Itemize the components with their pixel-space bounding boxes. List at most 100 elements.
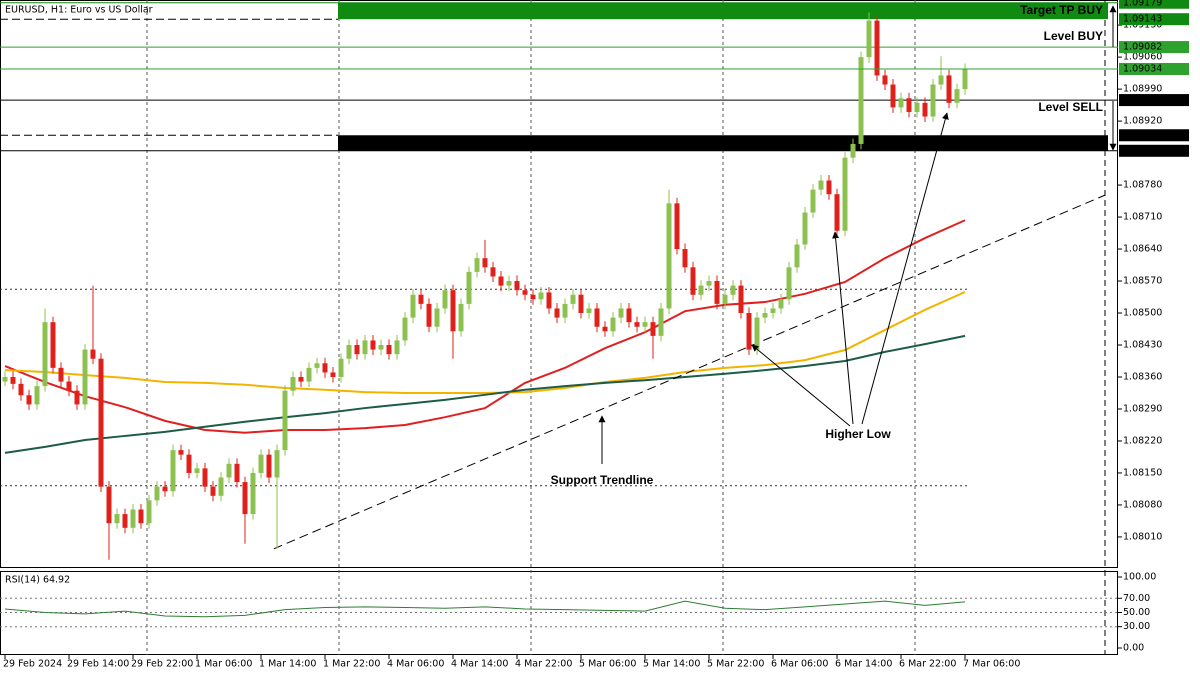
candle-body	[410, 294, 416, 318]
candle-body	[714, 281, 720, 304]
candle-body	[578, 294, 584, 314]
candle-body	[522, 290, 528, 295]
price-box	[1119, 41, 1189, 54]
candle-body	[530, 294, 536, 300]
candle-body	[938, 75, 944, 85]
moving-average	[4, 219, 966, 434]
back-layer	[0, 288, 970, 487]
candle-body	[266, 454, 272, 478]
rsi-tick-label: 100.00	[1123, 572, 1156, 583]
candle-body	[498, 276, 504, 286]
chart-title: EURUSD, H1: Euro vs US Dollar	[5, 5, 153, 16]
candle-body	[370, 340, 376, 350]
candle-body	[274, 450, 280, 478]
x-tick-label: 6 Mar 06:00	[771, 659, 828, 670]
candle-body	[362, 340, 368, 355]
candle-body	[26, 395, 32, 405]
candle-body	[338, 358, 344, 377]
x-tick-label: 1 Mar 14:00	[259, 659, 316, 670]
y-tick-label: 1.08360	[1123, 371, 1162, 382]
price-box	[1119, 94, 1189, 107]
candle-body	[146, 500, 152, 524]
candle-body	[586, 308, 592, 314]
arrow	[832, 231, 854, 425]
x-tick-label: 1 Mar 06:00	[195, 659, 252, 670]
candle-body	[850, 143, 856, 158]
candle-body	[546, 292, 552, 309]
trendline	[273, 194, 1106, 550]
x-tick-label: 1 Mar 22:00	[323, 659, 380, 670]
candle-body	[746, 313, 752, 350]
candle-body	[874, 20, 880, 76]
y-tick-label: 1.08640	[1123, 244, 1162, 255]
price-box-label: 1.08966	[1123, 95, 1162, 106]
candle-body	[842, 157, 848, 231]
candle-body	[642, 322, 648, 327]
candle-body	[514, 281, 520, 291]
price-box-label: 1.09179	[1123, 0, 1162, 8]
candle-body	[474, 258, 480, 272]
annotation: Support Trendline	[551, 473, 654, 487]
x-tick-label: 5 Mar 14:00	[643, 659, 700, 670]
candle-body	[562, 303, 568, 318]
candle-body	[922, 102, 928, 117]
candle-body	[882, 75, 888, 85]
level-label: Level BUY	[1044, 29, 1103, 43]
candle-body	[346, 345, 352, 359]
candle-body	[594, 308, 600, 327]
rsi-layer	[0, 597, 1118, 628]
zone	[338, 2, 1108, 20]
candle-body	[570, 294, 576, 304]
candle-body	[506, 281, 512, 286]
candle-body	[770, 308, 776, 314]
candle-body	[674, 203, 680, 250]
candle-body	[602, 326, 608, 332]
price-layer	[0, 2, 1118, 560]
candle-body	[354, 345, 360, 355]
candle-body	[122, 514, 128, 528]
candle-body	[618, 308, 624, 318]
y-tick-label: 1.08220	[1123, 435, 1162, 446]
candle-body	[130, 509, 136, 528]
candle-body	[386, 345, 392, 355]
candle-body	[786, 267, 792, 300]
candle-body	[98, 358, 104, 487]
price-box-label: 1.09143	[1123, 14, 1162, 25]
rsi-tick-label: 30.00	[1123, 621, 1150, 632]
candle-body	[234, 463, 240, 483]
candle-body	[154, 486, 160, 501]
price-box-label: 1.08855	[1123, 145, 1162, 156]
zone-label: Target TP SELL	[1015, 135, 1103, 149]
rsi-tick-label: 0.00	[1123, 643, 1144, 654]
candle-body	[858, 57, 864, 144]
y-tick-label: 1.09060	[1123, 52, 1162, 63]
candle-body	[914, 102, 920, 112]
candle-body	[34, 386, 40, 405]
y-tick-label: 1.08080	[1123, 499, 1162, 510]
zone-label: Target TP BUY	[1020, 3, 1103, 17]
candle-body	[322, 363, 328, 373]
x-tick-label: 29 Feb 22:00	[131, 659, 193, 670]
candle-body	[650, 322, 656, 336]
candle-body	[962, 69, 968, 90]
candle-body	[802, 212, 808, 245]
candle-body	[10, 376, 16, 384]
candle-body	[690, 267, 696, 295]
candle-body	[490, 267, 496, 277]
candle-body	[826, 180, 832, 195]
candle-body	[482, 258, 488, 268]
y-tick-label: 1.08990	[1123, 84, 1162, 95]
y-tick-label: 1.08570	[1123, 276, 1162, 287]
x-tick-label: 7 Mar 06:00	[963, 659, 1020, 670]
candle-body	[170, 450, 176, 492]
level-label: Level SELL	[1038, 100, 1103, 114]
candle-body	[810, 189, 816, 213]
candle-body	[610, 317, 616, 332]
rsi-panel	[0, 571, 1118, 655]
candle-body	[114, 514, 120, 524]
price-box	[1119, 63, 1189, 76]
candle-body	[762, 313, 768, 318]
candle-body	[954, 89, 960, 103]
x-tick-label: 4 Mar 06:00	[387, 659, 444, 670]
